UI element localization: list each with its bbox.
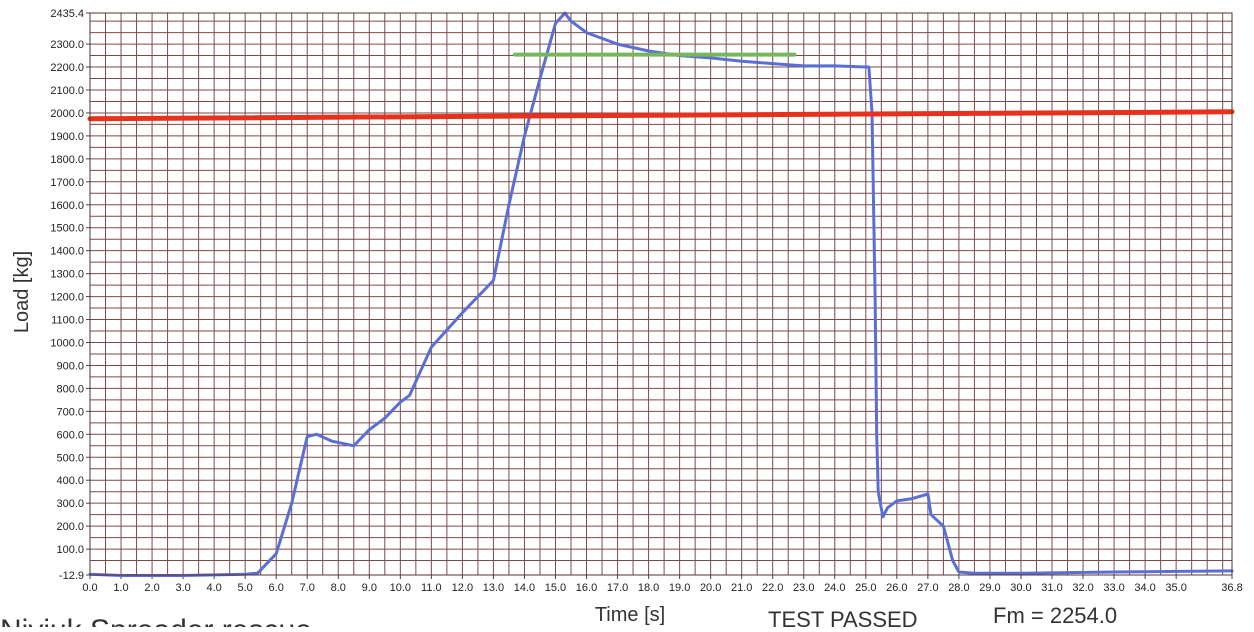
x-tick-label: 3.0 [175,582,190,594]
x-tick-label: 32.0 [1072,582,1093,594]
axis-ticks: -12.9 100.0 200.0 300.0 400.0 500.0 600.0 700.0… [50,8,1242,594]
x-tick-label: 9.0 [362,582,377,594]
x-tick-label: 11.0 [421,582,442,594]
test-status-text: TEST PASSED [768,607,918,627]
x-tick-label: 23.0 [793,582,814,594]
plot-frame [89,12,1233,576]
y-tick-label: 2200.0 [50,62,84,74]
y-tick-label: 1600.0 [50,200,84,212]
y-tick-label: 1200.0 [50,292,84,304]
x-tick-label: 29.0 [979,582,1000,594]
y-tick-label: 700.0 [56,406,84,418]
y-tick-label: 500.0 [56,452,84,464]
x-tick-label: 26.0 [886,582,907,594]
x-tick-label: 31.0 [1041,582,1062,594]
x-tick-label: 13.0 [483,582,504,594]
fm-value-text: Fm = 2254.0 [993,603,1117,627]
y-tick-label: -12.9 [59,570,84,582]
x-tick-label: 19.0 [669,582,690,594]
x-tick-label: 5.0 [238,582,253,594]
series-lines [87,11,1235,577]
y-axis-label: Load [kg] [11,251,33,333]
x-tick-label: 8.0 [331,582,346,594]
y-tick-label: 1700.0 [50,177,84,189]
x-tick-label: 30.0 [1010,582,1031,594]
x-tick-label: 4.0 [206,582,221,594]
y-tick-label: 1000.0 [50,337,84,349]
x-tick-label: 20.0 [700,582,721,594]
x-tick-label: 1.0 [113,582,128,594]
y-tick-label: 2100.0 [50,85,84,97]
y-tick-label: 600.0 [56,429,84,441]
series-line-2 [87,109,1235,122]
x-tick-label: 0.0 [82,582,97,594]
y-tick-label: 300.0 [56,498,84,510]
chart-caption: Niviuk Spreader rescue [0,614,312,627]
x-tick-label: 17.0 [607,582,628,594]
y-tick-label: 2000.0 [50,108,84,120]
x-tick-label: 16.0 [576,582,597,594]
x-tick-label: 33.0 [1103,582,1124,594]
y-tick-label: 1400.0 [50,246,84,258]
x-tick-label: 21.0 [731,582,752,594]
x-tick-label: 15.0 [545,582,566,594]
y-tick-label: 100.0 [56,544,84,556]
y-tick-label: 1100.0 [51,315,84,327]
x-tick-label: 36.8 [1221,582,1242,594]
x-tick-label: 14.0 [514,582,535,594]
y-tick-label: 400.0 [56,475,84,487]
x-tick-label: 24.0 [824,582,845,594]
x-tick-label: 7.0 [300,582,315,594]
x-tick-label: 10.0 [390,582,411,594]
x-tick-label: 34.0 [1134,582,1155,594]
y-tick-label: 2300.0 [50,39,84,51]
x-tick-label: 12.0 [452,582,473,594]
y-tick-label: 1900.0 [50,131,84,143]
x-tick-label: 28.0 [948,582,969,594]
x-tick-label: 25.0 [855,582,876,594]
y-tick-label: 200.0 [56,521,84,533]
x-tick-label: 35.0 [1165,582,1186,594]
y-tick-label: 1800.0 [50,154,84,166]
x-tick-label: 2.0 [144,582,159,594]
x-tick-label: 18.0 [638,582,659,594]
y-tick-label: 1500.0 [50,223,84,235]
series-line-1 [88,11,1234,577]
y-tick-label: 1300.0 [50,269,84,281]
y-tick-label: 2435.4 [50,8,84,20]
x-tick-label: 27.0 [917,582,938,594]
x-tick-label: 22.0 [762,582,783,594]
grid [90,13,1232,575]
x-tick-label: 6.0 [269,582,284,594]
y-tick-label: 900.0 [56,360,84,372]
y-tick-label: 800.0 [56,383,84,395]
x-axis-label: Time [s] [595,604,665,626]
